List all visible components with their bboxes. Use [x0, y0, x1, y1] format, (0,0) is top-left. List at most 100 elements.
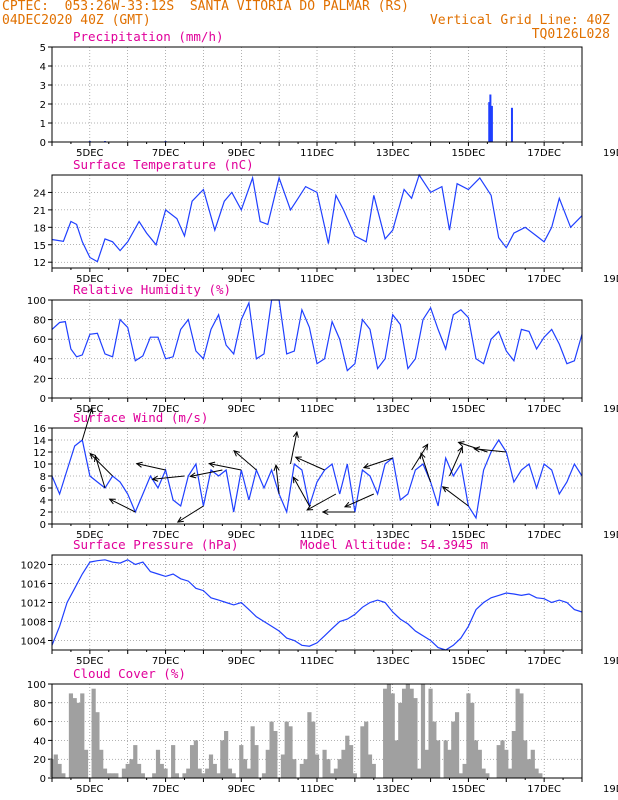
cloud-bar — [265, 749, 270, 778]
cloud-bar — [250, 726, 255, 778]
cloud-bar — [129, 759, 134, 778]
panel-frame — [51, 46, 583, 143]
panel-temperature: Surface Temperature (nC) 12 15 18 21 24 5DEC 7D… — [33, 157, 618, 285]
wind-arrow-head — [273, 464, 280, 472]
wind-arrow-head — [343, 501, 351, 508]
cloud-bar — [477, 749, 482, 778]
y-tick-label: 5 — [40, 43, 46, 54]
x-tick-label: 13DEC — [376, 530, 410, 541]
wind-arrow — [306, 493, 337, 511]
cloud-bar — [322, 749, 327, 778]
cloud-bar — [152, 773, 157, 778]
series-line — [51, 438, 583, 520]
x-tick-label: 11DEC — [300, 530, 334, 541]
y-tick-label: 14 — [33, 436, 46, 447]
cloud-bar — [72, 698, 77, 778]
precip-bar — [510, 107, 513, 142]
wind-arrow-head — [176, 516, 184, 523]
x-tick-label: 19DEC — [603, 404, 618, 415]
cloud-bar — [205, 768, 210, 778]
x-tick-label: 5DEC — [76, 274, 103, 285]
wind-arrow-head — [457, 441, 465, 447]
cloud-bar — [413, 698, 418, 778]
x-tick-label: 11DEC — [300, 656, 334, 667]
cloud-bar — [447, 749, 452, 778]
cloud-bar — [61, 773, 66, 778]
panel-title: Surface Pressure (hPa) — [73, 537, 239, 552]
x-tick-label: 5DEC — [76, 530, 103, 541]
cloud-bar — [348, 745, 354, 778]
y-tick-label: 1008 — [21, 618, 46, 629]
x-tick-label: 7DEC — [152, 404, 179, 415]
x-tick-label: 7DEC — [152, 656, 179, 667]
wind-arrow — [152, 475, 185, 480]
wind-arrow — [290, 431, 298, 465]
cloud-bar — [511, 731, 516, 778]
cloud-bar — [140, 773, 145, 778]
x-tick-label: 5DEC — [76, 656, 103, 667]
cloud-bar — [212, 763, 217, 778]
cloud-bar — [466, 693, 471, 778]
x-tick-label: 15DEC — [452, 530, 486, 541]
wind-arrow-head — [441, 486, 449, 493]
y-tick-label: 0 — [40, 394, 46, 405]
x-tick-label: 9DEC — [228, 530, 255, 541]
y-tick-label: 60 — [33, 718, 46, 729]
y-tick-label: 40 — [33, 736, 46, 747]
wind-arrow-head — [473, 446, 481, 453]
wind-arrow — [449, 446, 463, 477]
y-tick-label: 60 — [33, 335, 46, 346]
cloud-bar — [454, 712, 460, 778]
cloud-bar — [68, 693, 74, 778]
cloud-bar — [420, 684, 426, 778]
vertical-grid-note: Vertical Grid Line: 40Z — [429, 13, 610, 28]
x-tick-label: 19DEC — [603, 656, 618, 667]
panel-cloud-cover: Cloud Cover (%) 0 20 40 60 80 100 5DEC 7DEC 9DEC 1… — [27, 666, 618, 795]
y-tick-label: 0 — [40, 138, 46, 149]
cloud-bar — [91, 688, 96, 778]
cloud-bar — [125, 763, 130, 778]
y-tick-label: 12 — [33, 448, 46, 459]
x-tick-label: 15DEC — [452, 784, 486, 795]
wind-arrow — [292, 476, 310, 507]
y-tick-label: 4 — [40, 496, 46, 507]
cloud-bar — [451, 721, 456, 778]
cloud-bar — [231, 773, 236, 778]
cloud-bar — [102, 768, 108, 778]
cloud-bar — [526, 759, 532, 778]
wind-arrow-head — [419, 452, 426, 460]
wind-arrow-head — [108, 498, 116, 505]
wind-arrow — [411, 444, 429, 471]
wind-arrow — [474, 448, 507, 453]
panel-frame — [51, 174, 583, 269]
x-tick-label: 13DEC — [376, 148, 410, 159]
wind-arrow-head — [189, 472, 197, 479]
cloud-bar — [432, 721, 437, 778]
series-line — [51, 559, 583, 651]
cloud-bar — [57, 763, 62, 778]
cloud-bar — [333, 768, 339, 778]
x-tick-label: 19DEC — [603, 148, 618, 159]
cloud-bar — [136, 763, 142, 778]
x-tick-label: 17DEC — [527, 404, 561, 415]
cloud-bar — [239, 745, 244, 778]
cloud-bar — [534, 768, 539, 778]
cloud-bar — [390, 693, 395, 778]
wind-arrow-head — [292, 430, 299, 438]
cloud-bar — [95, 712, 100, 778]
cloud-bar — [193, 740, 198, 778]
wind-arrow — [233, 450, 257, 471]
cloud-bar — [364, 721, 369, 778]
x-tick-label: 5DEC — [76, 784, 103, 795]
cloud-bar — [436, 740, 441, 778]
wind-arrow — [177, 505, 204, 523]
wind-arrow — [363, 457, 393, 469]
x-tick-label: 13DEC — [376, 656, 410, 667]
x-tick-label: 7DEC — [152, 148, 179, 159]
y-tick-label: 1 — [40, 119, 46, 130]
cloud-bar — [371, 763, 376, 778]
cloud-bar — [159, 763, 164, 778]
cloud-bar — [383, 688, 388, 778]
